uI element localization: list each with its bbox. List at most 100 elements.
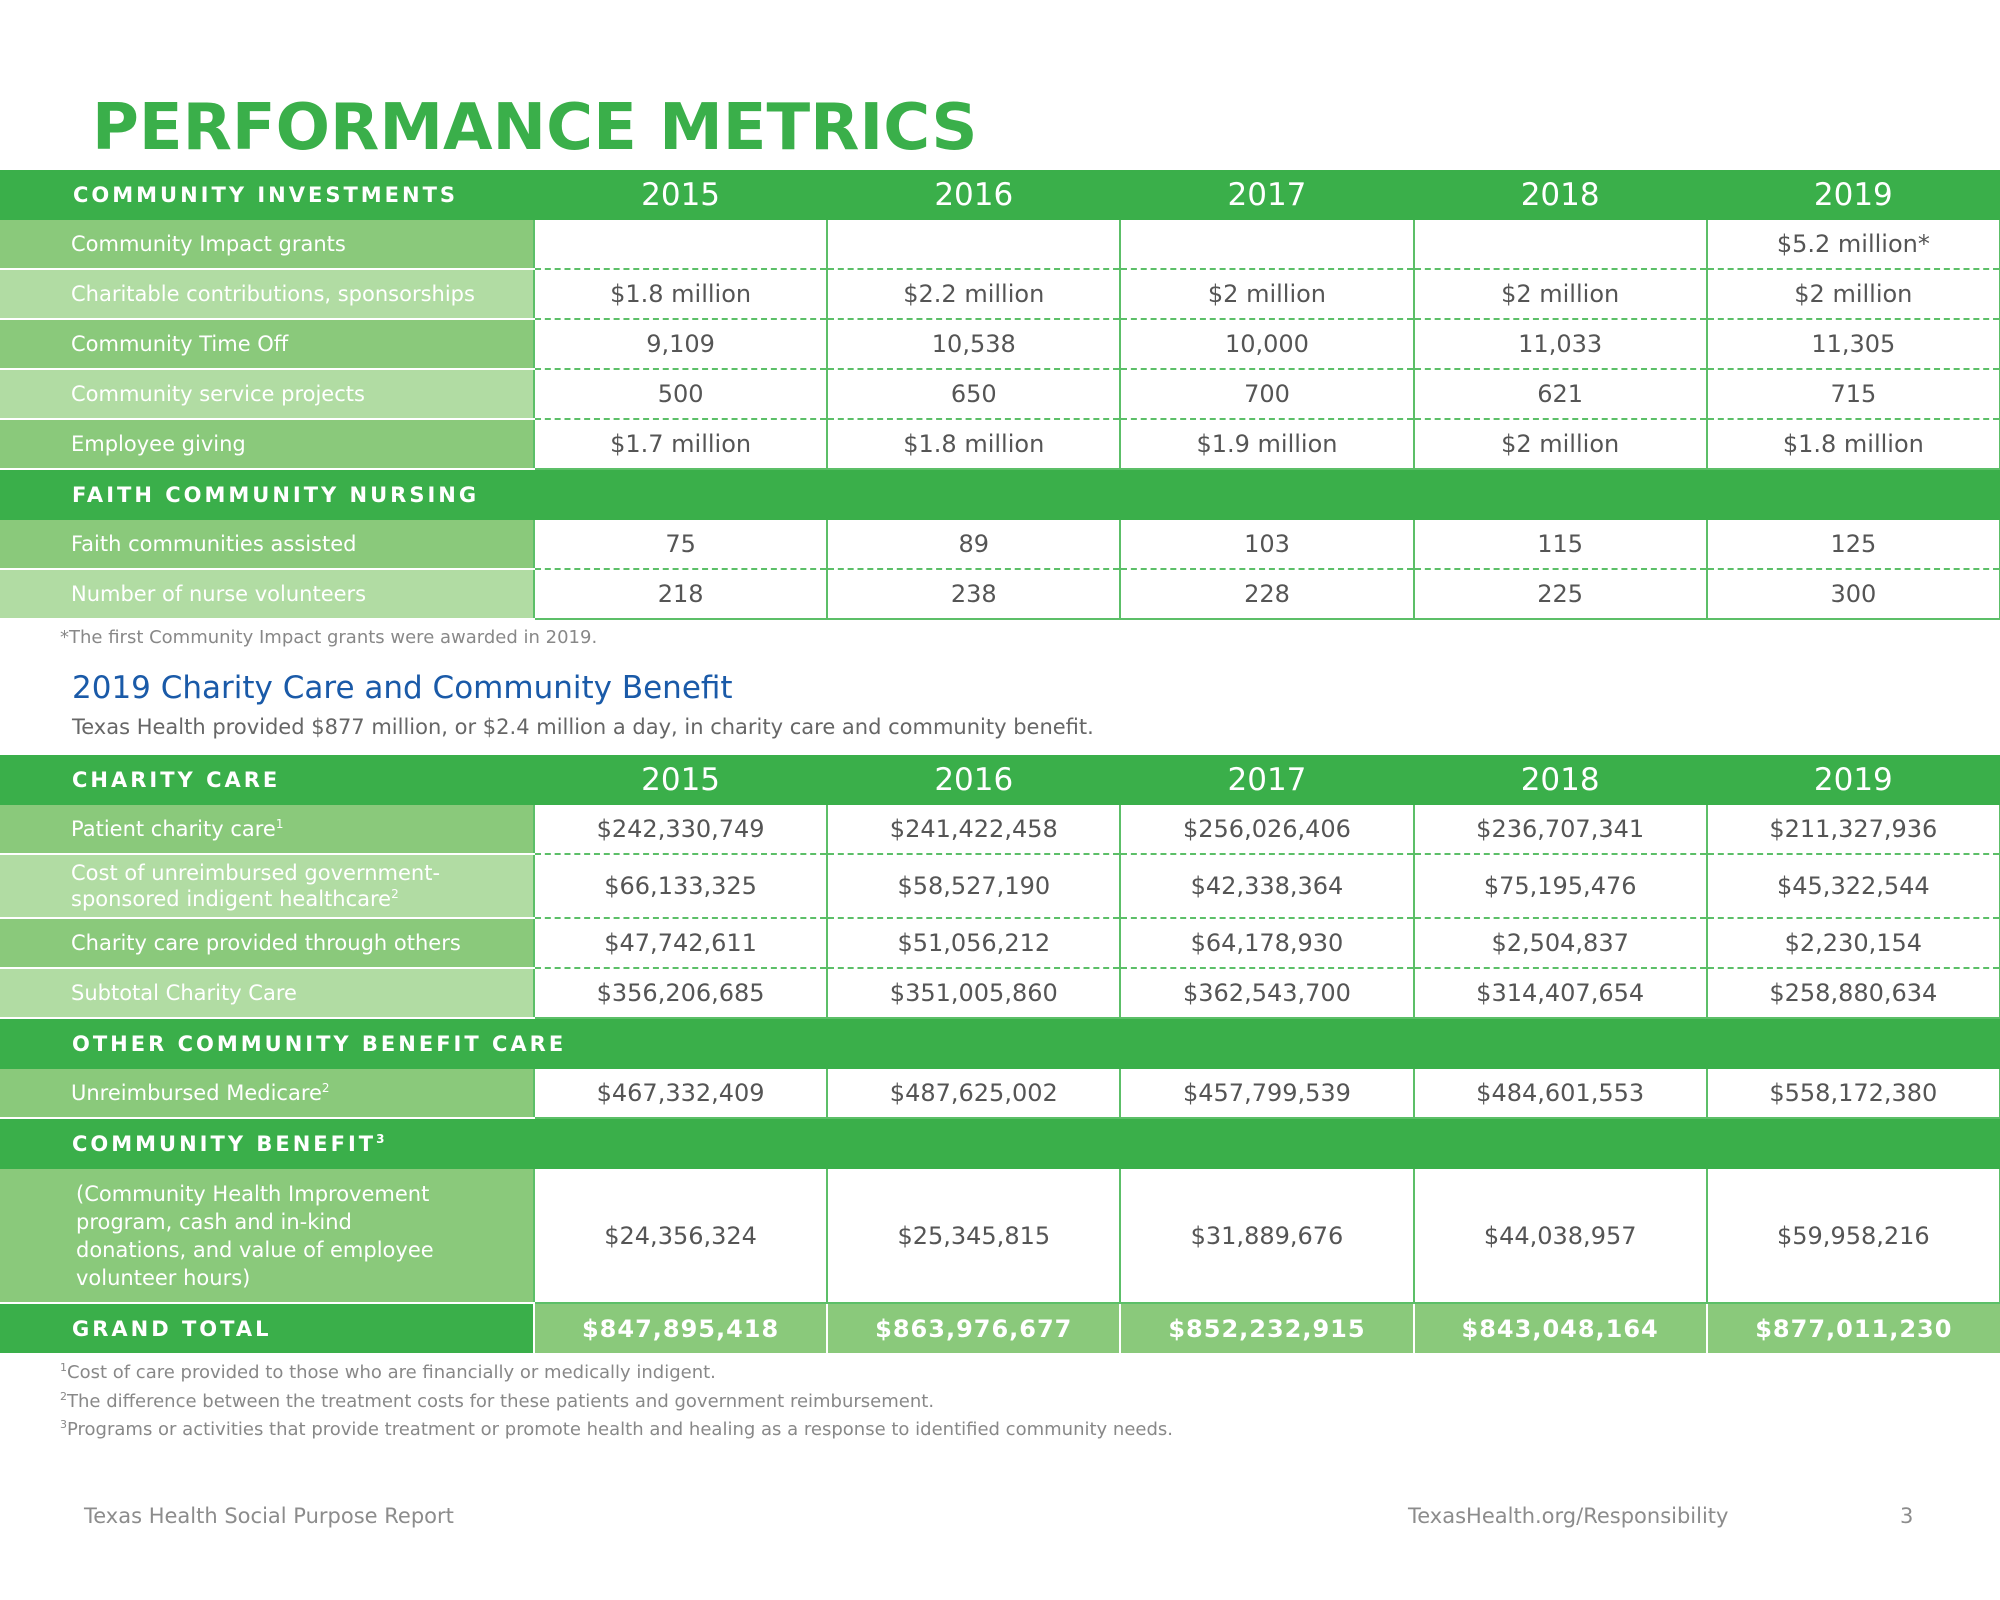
row-label: Cost of unreimbursed government-sponsore…	[0, 854, 534, 919]
row-label: Charity care provided through others	[0, 918, 534, 969]
grand-total-label: GRAND TOTAL	[0, 1303, 534, 1353]
row-label: (Community Health Improvement program, c…	[0, 1169, 534, 1304]
cell-value: $457,799,539	[1119, 1069, 1414, 1119]
section-header-community-investments: COMMUNITY INVESTMENTS	[0, 170, 534, 220]
cell-value: $75,195,476	[1412, 854, 1707, 919]
table-row: Unreimbursed Medicare2 $467,332,409 $487…	[0, 1069, 2000, 1119]
grand-total-row: GRAND TOTAL $847,895,418 $863,976,677 $8…	[0, 1303, 2000, 1353]
footnote-number: 2	[60, 1390, 67, 1403]
cell-value: $2,504,837	[1412, 918, 1707, 969]
year-header: 2019	[1706, 170, 2000, 220]
table-row: (Community Health Improvement program, c…	[0, 1169, 2000, 1304]
cell-value: $31,889,676	[1119, 1169, 1414, 1304]
header-row-other-benefit: OTHER COMMUNITY BENEFIT CARE	[0, 1018, 2000, 1069]
cell-value: $351,005,860	[826, 968, 1121, 1019]
page-number: 3	[1900, 1504, 1914, 1528]
table-row: Faith communities assisted 75 89 103 115…	[0, 520, 2000, 570]
footnote-text: Cost of care provided to those who are f…	[67, 1362, 716, 1383]
cell-value: $44,038,957	[1412, 1169, 1707, 1304]
section-header-other-benefit: OTHER COMMUNITY BENEFIT CARE	[0, 1018, 2000, 1069]
cell-value: $64,178,930	[1119, 918, 1414, 969]
table-row: Employee giving $1.7 million $1.8 millio…	[0, 419, 2000, 470]
footnote-text: Programs or activities that provide trea…	[67, 1419, 1173, 1440]
header-row-charity-care: CHARITY CARE 2015 2016 2017 2018 2019	[0, 755, 2000, 805]
footnote-2: 2The difference between the treatment co…	[60, 1391, 934, 1412]
year-header: 2017	[1120, 755, 1414, 805]
cell-value: 11,033	[1412, 319, 1707, 370]
cell-value: 621	[1412, 369, 1707, 420]
footer-url[interactable]: TexasHealth.org/Responsibility	[1408, 1504, 1729, 1528]
cell-value: $1.8 million	[532, 269, 828, 320]
cell-value	[532, 220, 828, 270]
cell-value: $59,958,216	[1705, 1169, 2000, 1304]
footnote-1: 1Cost of care provided to those who are …	[60, 1362, 716, 1383]
cell-value: $1.8 million	[826, 419, 1121, 470]
footer-report-name: Texas Health Social Purpose Report	[84, 1504, 454, 1528]
cell-value: $45,322,544	[1705, 854, 2000, 919]
cell-value: $241,422,458	[826, 805, 1121, 855]
table-row: Cost of unreimbursed government-sponsore…	[0, 854, 2000, 919]
cell-value: $362,543,700	[1119, 968, 1414, 1019]
year-header: 2018	[1413, 170, 1707, 220]
cell-value: $236,707,341	[1412, 805, 1707, 855]
row-label: Community Impact grants	[0, 220, 534, 270]
footnote-number: 1	[60, 1361, 67, 1374]
cell-value: $211,327,936	[1705, 805, 2000, 855]
cell-value: 10,000	[1119, 319, 1414, 370]
row-label-line: volunteer hours)	[76, 1265, 251, 1290]
cell-value: 115	[1412, 520, 1707, 570]
cell-value: $51,056,212	[826, 918, 1121, 969]
cell-value	[1412, 220, 1707, 270]
cell-value: $2.2 million	[826, 269, 1121, 320]
row-label-line: Cost of unreimbursed government-	[71, 861, 441, 885]
table-row: Community Impact grants $5.2 million*	[0, 220, 2000, 270]
row-label: Unreimbursed Medicare2	[0, 1069, 534, 1119]
cell-value: 89	[826, 520, 1121, 570]
footnote-text: The difference between the treatment cos…	[67, 1391, 935, 1412]
year-header: 2017	[1120, 170, 1414, 220]
cell-value: $314,407,654	[1412, 968, 1707, 1019]
cell-value: 700	[1119, 369, 1414, 420]
cell-value	[1119, 220, 1414, 270]
footnote-marker: 3	[376, 1132, 388, 1146]
cell-value: 11,305	[1705, 319, 2000, 370]
header-row-community-investments: COMMUNITY INVESTMENTS 2015 2016 2017 201…	[0, 170, 2000, 220]
header-row-faith-community-nursing: FAITH COMMUNITY NURSING	[0, 469, 2000, 520]
row-label: Faith communities assisted	[0, 520, 534, 570]
cell-value: 125	[1705, 520, 2000, 570]
cell-value: 228	[1119, 569, 1414, 620]
cell-value: 103	[1119, 520, 1414, 570]
table-row: Patient charity care1 $242,330,749 $241,…	[0, 805, 2000, 855]
grand-total-value: $843,048,164	[1412, 1303, 1707, 1353]
grand-total-value: $847,895,418	[532, 1303, 828, 1353]
charity-section-title: 2019 Charity Care and Community Benefit	[72, 670, 733, 706]
cell-value: $242,330,749	[532, 805, 828, 855]
row-label: Community Time Off	[0, 319, 534, 370]
table-row: Number of nurse volunteers 218 238 228 2…	[0, 569, 2000, 620]
cell-value: $2 million	[1119, 269, 1414, 320]
table-row: Charity care provided through others $47…	[0, 918, 2000, 969]
cell-value: $356,206,685	[532, 968, 828, 1019]
cell-value: $484,601,553	[1412, 1069, 1707, 1119]
header-row-community-benefit: COMMUNITY BENEFIT3	[0, 1118, 2000, 1169]
cell-value: $66,133,325	[532, 854, 828, 919]
section-header-community-benefit: COMMUNITY BENEFIT3	[0, 1118, 2000, 1169]
row-label-line: (Community Health Improvement	[76, 1181, 430, 1206]
cell-value: $558,172,380	[1705, 1069, 2000, 1119]
cell-value: $2 million	[1412, 269, 1707, 320]
cell-value: 715	[1705, 369, 2000, 420]
table-row: Subtotal Charity Care $356,206,685 $351,…	[0, 968, 2000, 1019]
year-header: 2016	[827, 755, 1121, 805]
grand-total-value: $852,232,915	[1119, 1303, 1414, 1353]
cell-value: 238	[826, 569, 1121, 620]
cell-value: $42,338,364	[1119, 854, 1414, 919]
cell-value: $487,625,002	[826, 1069, 1121, 1119]
row-label-text: Unreimbursed Medicare	[71, 1081, 322, 1105]
charity-section-subtitle: Texas Health provided $877 million, or $…	[72, 715, 1094, 739]
footnote-3: 3Programs or activities that provide tre…	[60, 1419, 1173, 1440]
footnote-marker: 2	[391, 887, 399, 901]
cell-value: $2 million	[1705, 269, 2000, 320]
cell-value: 225	[1412, 569, 1707, 620]
grand-total-value: $863,976,677	[826, 1303, 1121, 1353]
section-header-faith-community-nursing: FAITH COMMUNITY NURSING	[0, 469, 2000, 520]
